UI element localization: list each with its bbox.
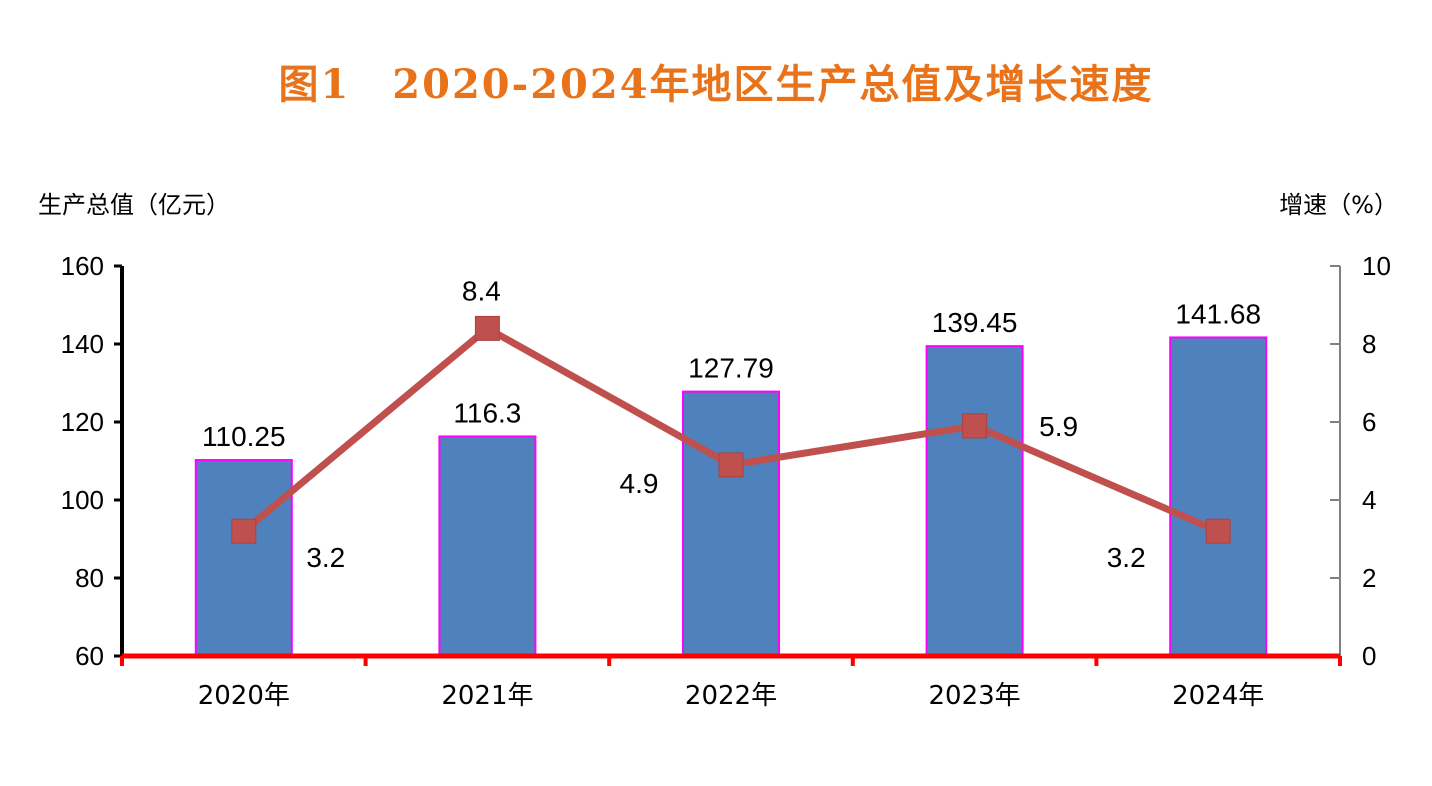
right-tick-label-5: 10 bbox=[1362, 251, 1391, 281]
right-tick-label-4: 8 bbox=[1362, 329, 1376, 359]
growth-marker-4 bbox=[1205, 518, 1231, 544]
left-tick-label-3: 120 bbox=[61, 407, 104, 437]
growth-marker-1 bbox=[474, 315, 500, 341]
growth-value-label-3: 5.9 bbox=[1039, 411, 1078, 442]
bar-series bbox=[194, 336, 1268, 657]
bar-value-label-2: 127.79 bbox=[688, 353, 774, 384]
growth-value-label-4: 3.2 bbox=[1107, 542, 1146, 573]
x-tick-label-0: 2020年 bbox=[198, 681, 290, 711]
right-tick-label-2: 4 bbox=[1362, 485, 1376, 515]
x-tick-label-4: 2024年 bbox=[1172, 681, 1264, 711]
right-axis-title: 增速（%） bbox=[1279, 191, 1398, 219]
growth-marker-2 bbox=[718, 452, 744, 478]
chart-title: 图1 2020-2024年地区生产总值及增长速度 bbox=[278, 61, 1154, 108]
bar-value-label-3: 139.45 bbox=[932, 307, 1018, 338]
left-tick-label-0: 60 bbox=[75, 641, 104, 671]
right-tick-label-0: 0 bbox=[1362, 641, 1376, 671]
left-tick-label-5: 160 bbox=[61, 251, 104, 281]
growth-marker-3 bbox=[962, 413, 988, 439]
bar-2 bbox=[682, 390, 780, 657]
right-tick-label-3: 6 bbox=[1362, 407, 1376, 437]
bar-value-label-1: 116.3 bbox=[453, 397, 521, 428]
bar-1 bbox=[438, 435, 537, 657]
bar-0 bbox=[194, 459, 293, 657]
right-tick-label-1: 2 bbox=[1362, 563, 1376, 593]
bar-3 bbox=[925, 345, 1024, 657]
growth-value-label-0: 3.2 bbox=[306, 542, 345, 573]
bar-value-label-4: 141.68 bbox=[1175, 298, 1261, 329]
growth-marker-0 bbox=[231, 518, 257, 544]
left-tick-label-1: 80 bbox=[75, 563, 104, 593]
x-tick-label-1: 2021年 bbox=[441, 681, 533, 711]
growth-value-label-1: 8.4 bbox=[462, 275, 501, 306]
data-labels: 110.25 116.3 127.79 139.45 141.68 3.2 8.4 4.9 5.… bbox=[202, 275, 1261, 573]
growth-line-series bbox=[231, 315, 1231, 544]
chart-axes: 60 80 100 120 140 160 0 2 4 6 8 10 2020年 2021年 2022年 20… bbox=[61, 251, 1391, 711]
bar-4 bbox=[1169, 336, 1268, 657]
x-tick-label-2: 2022年 bbox=[685, 681, 777, 711]
growth-value-label-2: 4.9 bbox=[620, 468, 659, 499]
left-axis-title: 生产总值（亿元） bbox=[38, 191, 230, 219]
left-tick-label-2: 100 bbox=[61, 485, 104, 515]
x-tick-label-3: 2023年 bbox=[929, 681, 1021, 711]
bar-value-label-0: 110.25 bbox=[202, 421, 286, 452]
left-tick-label-4: 140 bbox=[61, 329, 104, 359]
